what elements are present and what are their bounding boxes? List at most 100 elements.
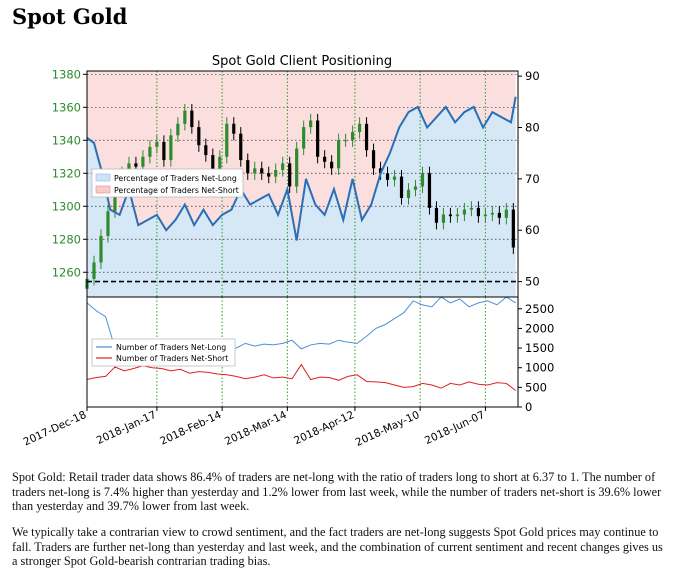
price-candle-body: [274, 169, 278, 177]
net-short-area: [87, 71, 516, 241]
price-candle-body: [427, 173, 432, 208]
price-candle-body: [448, 214, 453, 217]
legend-net-long-label: Percentage of Traders Net-Long: [114, 174, 237, 183]
price-candle-body: [511, 209, 515, 248]
right-axis-tick-label: 50: [525, 275, 540, 289]
price-candle-body: [169, 135, 173, 161]
legend-net-short-label: Percentage of Traders Net-Short: [114, 186, 239, 195]
price-candle-body: [295, 148, 299, 187]
price-candle-body: [225, 123, 229, 157]
price-candle-body: [190, 110, 194, 128]
bottom-axis-tick-label: 1500: [525, 341, 554, 355]
price-candle-body: [113, 184, 117, 212]
price-candle-body: [211, 155, 215, 182]
price-candle-body: [232, 123, 236, 134]
legend-traders-short-label: Number of Traders Net-Short: [116, 354, 228, 363]
contrarian-paragraph: We typically take a contrarian view to c…: [12, 525, 663, 569]
price-candle-body: [99, 235, 103, 263]
x-axis-tick-label: 2018-Jun-07: [423, 409, 487, 447]
x-axis-tick-label: 2018-May-10: [354, 409, 422, 449]
left-axis-tick-label: 1380: [52, 67, 81, 81]
bottom-axis-tick-label: 500: [525, 380, 547, 394]
right-axis-tick-label: 60: [525, 223, 540, 237]
price-candle-body: [350, 132, 355, 141]
top-legend: Percentage of Traders Net-Long Percentag…: [91, 168, 244, 198]
price-candle-body: [406, 189, 411, 199]
left-axis-tick-label: 1280: [52, 232, 81, 246]
bottom-legend: Number of Traders Net-Long Number of Tra…: [91, 338, 236, 367]
chart-title: Spot Gold Client Positioning: [212, 54, 392, 69]
bottom-panel: 0 500 1000 1500 2000 2500 Number of Traders N…: [86, 296, 554, 414]
price-candle-body: [455, 214, 460, 217]
positioning-chart: Spot Gold Client Positioning 1260 1280 130…: [22, 54, 555, 449]
price-candle-body: [106, 211, 110, 236]
bottom-axis-tick-label: 2500: [525, 302, 554, 316]
top-legend-box: [91, 168, 244, 198]
price-candle-body: [323, 156, 327, 162]
price-candle-body: [344, 140, 348, 142]
price-candle-body: [385, 173, 390, 180]
price-candle-body: [337, 140, 341, 169]
price-candle-body: [204, 145, 208, 156]
price-candle-body: [483, 214, 487, 217]
right-axis-tick-label: 80: [525, 121, 540, 135]
price-candle-body: [253, 168, 257, 174]
price-candle-body: [357, 123, 362, 133]
legend-net-short-swatch: [95, 185, 111, 194]
price-candle-body: [413, 186, 418, 190]
price-candle-body: [239, 133, 243, 161]
x-axis-tick-label: 2018-Jan-17: [95, 409, 158, 447]
left-axis-tick-label: 1260: [52, 265, 81, 279]
price-candle-body: [497, 212, 501, 218]
price-candle-body: [267, 173, 271, 177]
price-candle-body: [260, 168, 264, 174]
price-candle-body: [504, 209, 508, 218]
x-axis-tick-label: 2018-Apr-12: [292, 409, 356, 447]
price-candle-body: [399, 176, 404, 199]
price-candle-body: [302, 127, 306, 149]
price-candle-body: [364, 123, 369, 151]
price-candle-body: [420, 173, 425, 187]
price-candle-body: [176, 123, 180, 136]
price-candle-body: [309, 120, 313, 128]
price-candle-body: [378, 168, 383, 174]
page-title: Spot Gold: [12, 4, 128, 29]
price-candle-body: [148, 146, 152, 157]
price-candle-body: [392, 176, 397, 180]
price-candle-body: [246, 160, 250, 174]
commentary-paragraph: Spot Gold: Retail trader data shows 86.4…: [12, 470, 662, 514]
bottom-axis-tick-label: 0: [525, 400, 532, 414]
x-axis-tick-label: 2018-Mar-14: [223, 409, 289, 448]
price-candle-body: [127, 163, 131, 174]
net-long-area: [87, 96, 516, 297]
legend-net-long-swatch: [95, 173, 111, 182]
left-axis-tick-label: 1320: [52, 166, 81, 180]
net-long-percent-line: [86, 96, 517, 241]
price-candle-body: [197, 127, 201, 146]
left-axis-tick-label: 1340: [52, 133, 81, 147]
price-candle-body: [490, 212, 494, 215]
price-candle-body: [371, 150, 376, 169]
price-candle-body: [330, 161, 334, 169]
price-candle-body: [162, 141, 166, 161]
bottom-legend-box: [91, 338, 236, 367]
bottom-axis-tick-label: 2000: [525, 321, 554, 335]
bottom-plot-frame: [86, 296, 519, 408]
price-candle-body: [155, 141, 159, 147]
price-candle-body: [476, 207, 480, 217]
price-candle-body: [316, 120, 320, 157]
price-candle-body: [288, 163, 292, 187]
price-candle-body: [141, 156, 145, 167]
price-candle-body: [281, 163, 285, 170]
right-axis-tick-label: 90: [525, 69, 540, 83]
price-candle-body: [434, 207, 439, 223]
price-candle-body: [183, 110, 187, 124]
price-candle-body: [134, 163, 138, 167]
price-candle-body: [462, 209, 467, 215]
legend-traders-long-label: Number of Traders Net-Long: [116, 343, 226, 352]
left-axis-tick-label: 1300: [52, 199, 81, 213]
price-candle-body: [92, 262, 96, 279]
price-candle-body: [441, 214, 446, 223]
x-axis-tick-label: 2017-Dec-18: [22, 409, 89, 449]
